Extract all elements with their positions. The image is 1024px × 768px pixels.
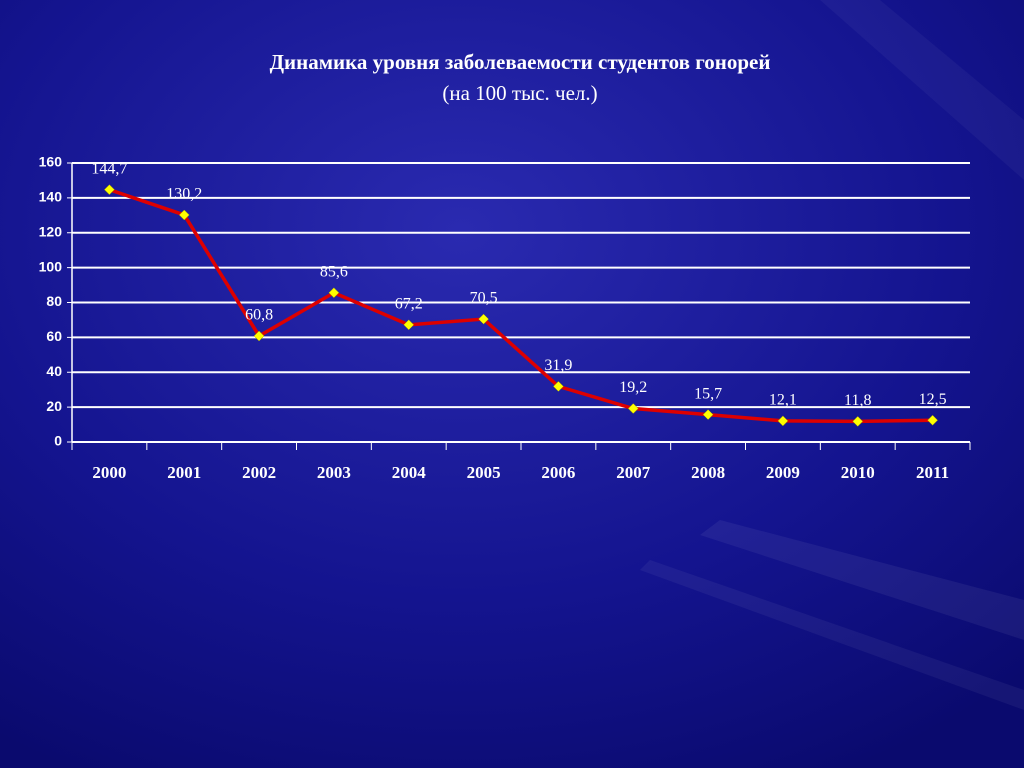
data-point (178, 209, 190, 221)
x-tick-label: 2009 (766, 463, 800, 482)
data-label: 11,8 (844, 392, 871, 409)
data-point (852, 416, 864, 427)
data-label: 12,1 (769, 392, 797, 409)
data-point (403, 319, 415, 331)
y-tick-label: 0 (54, 433, 62, 449)
data-label: 130,2 (166, 186, 202, 203)
data-point (253, 330, 265, 342)
x-tick-label: 2011 (916, 463, 949, 482)
x-tick-label: 2005 (467, 463, 501, 482)
y-tick-label: 40 (46, 363, 62, 379)
y-tick-label: 80 (46, 293, 62, 309)
data-point (553, 381, 564, 392)
y-tick-label: 120 (39, 223, 63, 239)
y-tick-label: 140 (39, 189, 63, 205)
data-point (777, 415, 789, 427)
x-tick-label: 2002 (242, 463, 276, 482)
x-tick-label: 2010 (841, 463, 875, 482)
x-tick-label: 2000 (92, 463, 126, 482)
data-label: 12,5 (919, 391, 947, 408)
x-tick-label: 2007 (616, 463, 651, 482)
data-point (927, 414, 938, 426)
data-label: 144,7 (91, 160, 127, 177)
y-tick-label: 20 (46, 398, 62, 414)
data-label: 31,9 (544, 357, 572, 374)
data-label: 85,6 (320, 263, 348, 280)
data-point (702, 409, 714, 420)
chart-title: Динамика уровня заболеваемости студентов… (270, 50, 771, 74)
data-point (328, 287, 340, 299)
data-label: 67,2 (395, 295, 423, 312)
data-line (108, 188, 933, 424)
x-tick-label: 2003 (317, 463, 351, 482)
data-label: 15,7 (694, 385, 722, 402)
x-tick-label: 2001 (167, 463, 201, 482)
data-point (478, 313, 489, 325)
streak (700, 520, 1024, 640)
data-label: 60,8 (245, 307, 273, 324)
data-point (104, 184, 115, 196)
y-tick-label: 160 (39, 154, 63, 170)
x-tick-label: 2004 (392, 463, 427, 482)
chart-subtitle: (на 100 тыс. чел.) (442, 81, 597, 105)
x-tick-label: 2006 (541, 463, 575, 482)
y-tick-label: 60 (46, 328, 62, 344)
data-label: 19,2 (619, 379, 647, 396)
x-tick-label: 2008 (691, 463, 725, 482)
streak (640, 560, 1024, 710)
y-tick-label: 100 (39, 258, 63, 274)
data-label: 70,5 (470, 290, 498, 307)
streak (820, 0, 1024, 180)
data-point (627, 403, 639, 414)
